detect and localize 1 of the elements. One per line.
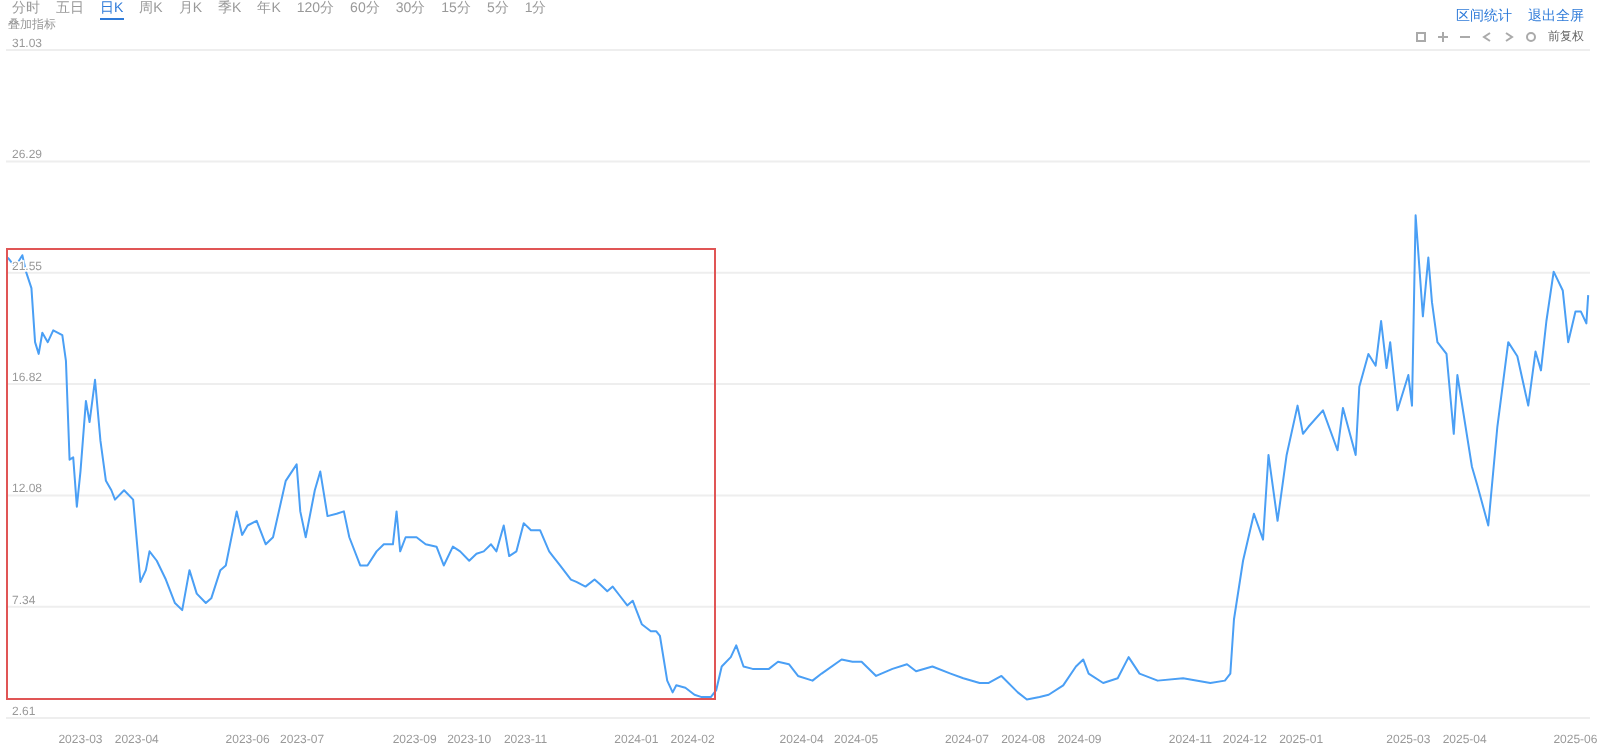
line-series [6,214,1590,701]
